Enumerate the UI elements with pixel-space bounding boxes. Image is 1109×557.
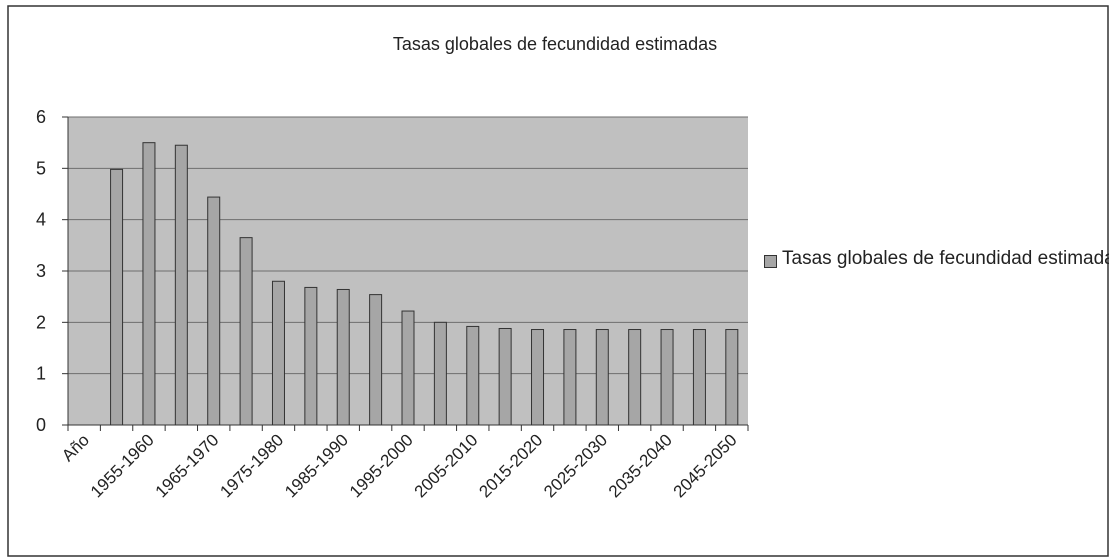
bar: [595, 329, 609, 426]
y-tick-label: 2: [36, 312, 46, 332]
bar: [531, 329, 545, 426]
y-tick-label: 3: [36, 261, 46, 281]
bar: [239, 237, 253, 426]
y-tick-label: 4: [36, 210, 46, 230]
bar: [692, 329, 706, 426]
bar: [271, 280, 285, 426]
legend-key: [764, 255, 777, 268]
y-tick-label: 1: [36, 364, 46, 384]
legend: Tasas globales de fecundidad estimadas: [760, 247, 1109, 271]
legend-label: Tasas globales de fecundidad estimadas: [782, 248, 1109, 269]
bar: [628, 329, 642, 426]
bar: [563, 329, 577, 426]
bar: [174, 144, 188, 426]
bar: [725, 329, 739, 426]
bar: [207, 196, 221, 426]
bar: [110, 168, 124, 426]
bar: [433, 321, 447, 426]
bar: [498, 327, 512, 426]
y-tick-label: 5: [36, 158, 46, 178]
bar: [336, 288, 350, 426]
bar: [401, 310, 415, 426]
y-tick-label: 6: [36, 107, 46, 127]
bar: [142, 142, 156, 426]
bar: [304, 286, 318, 426]
bar: [369, 294, 383, 426]
bar: [466, 325, 480, 426]
chart-title: Tasas globales de fecundidad estimadas: [393, 34, 717, 54]
bar: [660, 329, 674, 426]
y-tick-label: 0: [36, 415, 46, 435]
